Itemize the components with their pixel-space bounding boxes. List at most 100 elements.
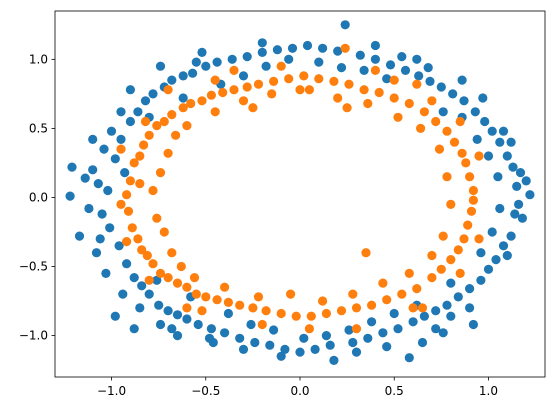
- scatter-point: [210, 75, 220, 85]
- x-tick-label: −1.0: [97, 384, 126, 398]
- scatter-point: [197, 96, 207, 106]
- scatter-point: [400, 65, 411, 75]
- scatter-point: [163, 306, 173, 316]
- scatter-point: [442, 300, 452, 310]
- scatter-point: [284, 74, 294, 84]
- scatter-point: [431, 306, 441, 316]
- scatter-point: [295, 85, 305, 95]
- scatter-point: [163, 148, 173, 158]
- scatter-point: [359, 85, 369, 95]
- scatter-point: [265, 340, 275, 350]
- scatter-point: [318, 296, 328, 306]
- scatter-point: [512, 181, 522, 191]
- scatter-point: [506, 231, 516, 241]
- scatter-point: [176, 261, 186, 272]
- scatter-point: [172, 310, 183, 320]
- scatter-point: [280, 344, 290, 354]
- scatter-point: [129, 158, 139, 168]
- scatter-point: [468, 319, 478, 330]
- scatter-point: [163, 273, 173, 283]
- scatter-point: [325, 340, 335, 350]
- scatter-point: [155, 168, 166, 178]
- scatter-point: [436, 264, 446, 274]
- scatter-point: [110, 154, 120, 164]
- scatter-point: [91, 248, 102, 258]
- scatter-point: [508, 162, 518, 172]
- scatter-point: [238, 96, 249, 106]
- scatter-point: [246, 319, 256, 330]
- scatter-point: [210, 107, 220, 117]
- scatter-point: [253, 292, 264, 302]
- scatter-point: [299, 71, 309, 81]
- scatter-point: [129, 273, 139, 283]
- scatter-point: [459, 234, 469, 244]
- scatter-point: [193, 319, 203, 330]
- scatter-point: [472, 134, 482, 144]
- scatter-point: [382, 295, 392, 305]
- scatter-point: [446, 278, 456, 288]
- scatter-point: [276, 351, 286, 361]
- scatter-point: [378, 278, 388, 288]
- scatter-point: [474, 151, 484, 161]
- scatter-point: [457, 75, 467, 85]
- scatter-point: [287, 43, 298, 53]
- scatter-point: [191, 289, 201, 299]
- scatter-point: [182, 121, 192, 131]
- scatter-point: [182, 314, 192, 324]
- scatter-point: [229, 85, 239, 95]
- scatter-point: [382, 74, 392, 84]
- scatter-point: [495, 137, 505, 147]
- scatter-point: [417, 303, 428, 313]
- scatter-point: [114, 241, 124, 251]
- scatter-point: [238, 71, 249, 81]
- scatter-point: [235, 333, 245, 343]
- scatter-point: [248, 103, 258, 113]
- scatter-point: [463, 220, 473, 230]
- scatter-point: [123, 206, 134, 216]
- scatter-point: [419, 311, 429, 321]
- scatter-point: [148, 89, 158, 99]
- scatter-point: [152, 213, 162, 223]
- y-axis: −1.0 −0.5 0.0 0.5 1.0: [19, 52, 55, 343]
- scatter-point: [431, 324, 441, 334]
- scatter-point: [155, 319, 166, 330]
- scatter-point: [449, 137, 460, 147]
- scatter-point: [367, 300, 377, 310]
- scatter-point: [122, 237, 132, 247]
- scatter-point: [351, 303, 362, 313]
- scatter-point: [517, 213, 528, 223]
- scatter-point: [257, 47, 267, 58]
- scatter-point: [495, 203, 505, 214]
- scatter-point: [321, 331, 331, 341]
- scatter-point: [148, 259, 158, 269]
- scatter-point: [140, 96, 151, 106]
- scatter-point: [125, 116, 135, 127]
- scatter-point: [412, 54, 422, 64]
- scatter-point: [201, 61, 211, 71]
- scatter-point: [135, 303, 145, 313]
- scatter-point: [220, 328, 230, 338]
- scatter-point: [412, 79, 422, 89]
- scatter-point: [385, 60, 396, 70]
- scatter-point: [336, 306, 347, 316]
- scatter-point: [144, 289, 154, 299]
- scatter-point: [253, 79, 264, 89]
- scatter-point: [257, 319, 267, 330]
- scatter-point: [412, 284, 422, 294]
- scatter-point: [416, 123, 426, 133]
- scatter-point: [95, 234, 105, 244]
- scatter-point: [178, 71, 188, 81]
- scatter-point: [478, 93, 488, 103]
- scatter-point: [284, 54, 294, 64]
- scatter-point: [103, 185, 113, 196]
- scatter-point: [442, 172, 452, 182]
- scatter-point: [340, 20, 350, 30]
- scatter-point: [466, 206, 477, 216]
- scatter-point: [269, 325, 279, 335]
- scatter-point: [498, 126, 509, 136]
- scatter-point: [502, 250, 512, 261]
- scatter-point: [476, 275, 486, 285]
- scatter-point: [389, 75, 399, 85]
- scatter-point: [118, 289, 128, 299]
